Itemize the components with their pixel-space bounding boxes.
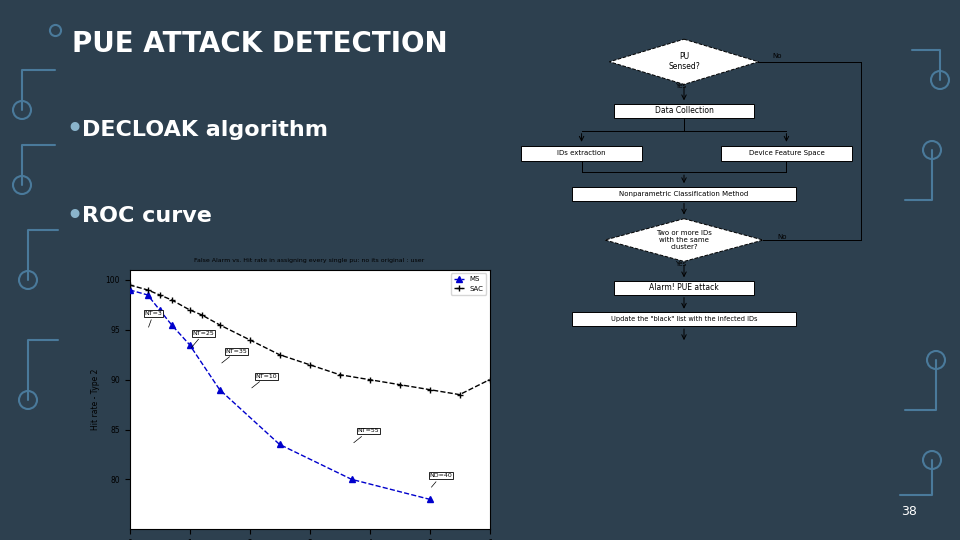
- Polygon shape: [610, 39, 758, 84]
- Text: 38: 38: [900, 505, 917, 518]
- Text: •: •: [65, 201, 84, 231]
- FancyBboxPatch shape: [521, 146, 642, 161]
- SAC: [154, 292, 165, 298]
- MS: [346, 476, 357, 483]
- FancyBboxPatch shape: [721, 146, 852, 161]
- Text: Yes: Yes: [675, 83, 686, 89]
- SAC: [303, 361, 315, 368]
- FancyBboxPatch shape: [614, 104, 754, 118]
- Text: DECLOAK algorithm: DECLOAK algorithm: [82, 119, 327, 140]
- MS: [184, 341, 196, 348]
- MS: [154, 307, 165, 313]
- SAC: [214, 322, 226, 328]
- Text: •: •: [65, 115, 84, 144]
- Text: IDs extraction: IDs extraction: [557, 151, 606, 157]
- Text: NT=10: NT=10: [252, 374, 277, 388]
- Text: Device Feature Space: Device Feature Space: [749, 151, 825, 157]
- Text: Update the "black" list with the infected IDs: Update the "black" list with the infecte…: [611, 316, 757, 322]
- SAC: [274, 352, 285, 358]
- Line: SAC: SAC: [126, 281, 493, 398]
- FancyBboxPatch shape: [572, 312, 796, 326]
- Legend: MS, SAC: MS, SAC: [451, 273, 486, 294]
- SAC: [166, 296, 178, 303]
- Text: No: No: [778, 234, 786, 240]
- Y-axis label: Hit rate - Type 2: Hit rate - Type 2: [91, 369, 100, 430]
- Line: MS: MS: [127, 287, 432, 502]
- Text: Data Collection: Data Collection: [655, 106, 713, 115]
- Text: Two or more IDs
with the same
cluster?: Two or more IDs with the same cluster?: [656, 230, 712, 250]
- FancyBboxPatch shape: [614, 281, 754, 295]
- SAC: [244, 336, 255, 343]
- Text: No: No: [773, 53, 781, 59]
- SAC: [454, 392, 466, 398]
- SAC: [334, 372, 346, 378]
- FancyBboxPatch shape: [572, 187, 796, 200]
- MS: [124, 287, 135, 293]
- SAC: [184, 307, 196, 313]
- MS: [166, 322, 178, 328]
- SAC: [142, 287, 154, 293]
- Text: PU
Sensed?: PU Sensed?: [668, 52, 700, 71]
- Text: NT=3: NT=3: [145, 311, 162, 327]
- Title: False Alarm vs. Hit rate in assigning every single pu: no its original : user: False Alarm vs. Hit rate in assigning ev…: [195, 258, 424, 262]
- Text: ROC curve: ROC curve: [82, 206, 211, 226]
- SAC: [484, 376, 495, 383]
- MS: [142, 292, 154, 298]
- SAC: [424, 387, 436, 393]
- Text: NT=25: NT=25: [191, 331, 214, 348]
- MS: [424, 496, 436, 503]
- SAC: [196, 312, 207, 318]
- SAC: [364, 376, 375, 383]
- Text: Yes: Yes: [675, 261, 686, 267]
- Text: ND=40: ND=40: [430, 474, 452, 487]
- Text: NT=35: NT=35: [222, 349, 248, 363]
- Text: NT=55: NT=55: [354, 429, 379, 443]
- Text: PUE ATTACK DETECTION: PUE ATTACK DETECTION: [72, 30, 447, 58]
- SAC: [124, 282, 135, 288]
- Text: Alarm! PUE attack: Alarm! PUE attack: [649, 284, 719, 292]
- MS: [274, 441, 285, 448]
- Polygon shape: [605, 219, 763, 261]
- MS: [214, 387, 226, 393]
- Text: Nonparametric Classification Method: Nonparametric Classification Method: [619, 191, 749, 197]
- SAC: [394, 381, 405, 388]
